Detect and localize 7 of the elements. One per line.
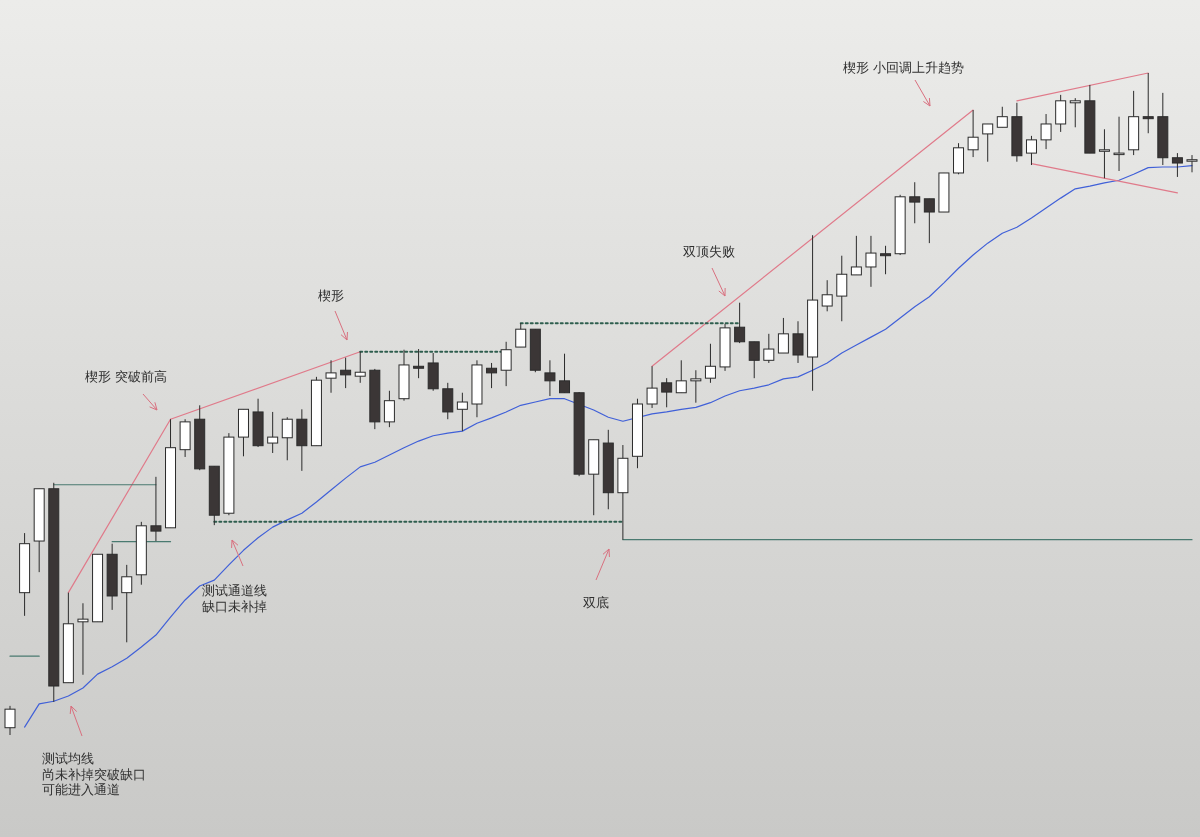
annotation: 楔形 [318,288,344,303]
annotation: 双顶失败 [683,244,735,259]
annotation: 双底 [583,595,609,610]
annotation: 测试通道线缺口未补掉 [202,583,267,614]
text: 测试均线尚未补掉突破缺口可能进入通道 [42,751,146,797]
annotation: 楔形 小回调上升趋势 [843,60,965,75]
annotation: 楔形 突破前高 [85,369,168,384]
